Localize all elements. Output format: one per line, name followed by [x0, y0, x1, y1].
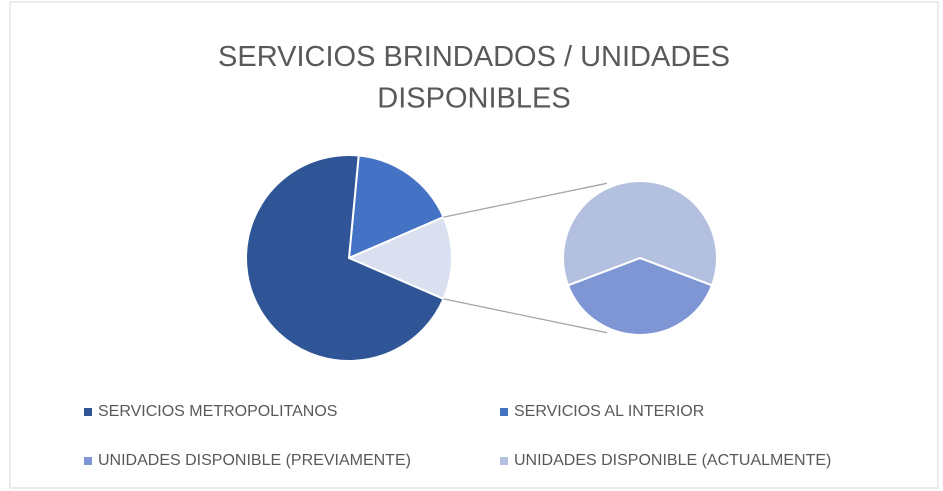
pie-slice [566, 256, 714, 336]
legend-swatch [500, 408, 508, 416]
chart-title: DISPONIBLES [377, 83, 570, 115]
connector-line [443, 182, 608, 218]
legend-swatch [500, 457, 508, 465]
pie-slice [346, 215, 453, 301]
legend-swatch [84, 457, 92, 465]
legend-swatch [84, 408, 92, 416]
pie-slice [347, 154, 445, 260]
legend-label: UNIDADES DISPONIBLE (ACTUALMENTE) [514, 452, 831, 469]
legend-label: SERVICIOS METROPOLITANOS [98, 403, 337, 420]
chart-border [9, 1, 939, 489]
pie-slice [245, 154, 445, 362]
legend-label: UNIDADES DISPONIBLE (PREVIAMENTE) [98, 452, 411, 469]
pie-slice [562, 180, 718, 287]
legend-label: SERVICIOS AL INTERIOR [514, 403, 704, 420]
chart-title: SERVICIOS BRINDADOS / UNIDADES [218, 41, 730, 73]
connector-line [443, 298, 608, 334]
